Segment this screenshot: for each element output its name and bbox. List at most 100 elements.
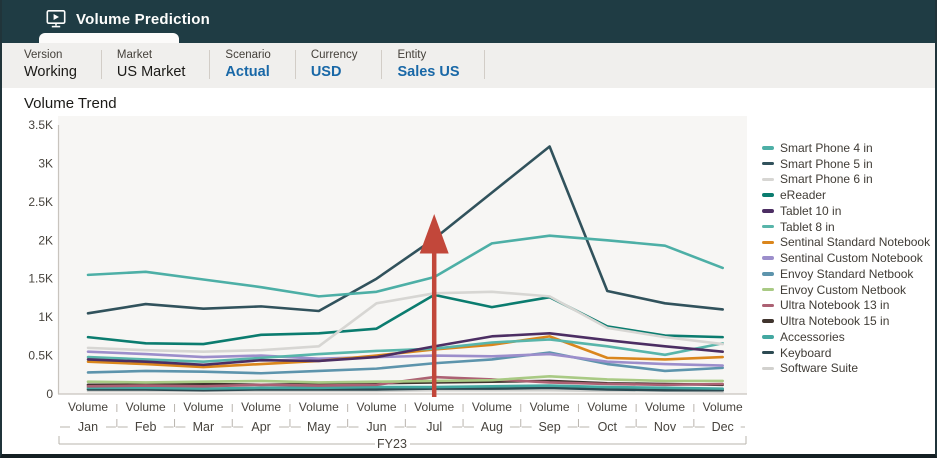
pov-value: Actual [225, 64, 270, 80]
legend-swatch-icon [762, 335, 774, 339]
chart-title: Volume Trend [24, 95, 117, 112]
legend-item[interactable]: Envoy Custom Netbook [762, 282, 930, 298]
legend-item[interactable]: Tablet 10 in [762, 203, 930, 219]
series-line-smart-phone-5-in [86, 145, 725, 315]
legend-item[interactable]: Smart Phone 6 in [762, 172, 930, 188]
pov-value: Sales US [397, 64, 460, 80]
legend-label: Sentinal Custom Notebook [780, 251, 923, 266]
x-axis-measure-label: Volume [68, 400, 108, 414]
pov-bar: Version Working Market US Market Scenari… [2, 43, 935, 88]
legend-label: Software Suite [780, 361, 859, 376]
legend-label: Ultra Notebook 13 in [780, 298, 890, 313]
legend-swatch-icon [762, 161, 774, 166]
series-line-smart-phone-4-in [86, 234, 725, 298]
x-axis-measure-label: Volume [126, 400, 166, 414]
legend-item[interactable]: Envoy Standard Netbook [762, 266, 930, 282]
legend-item[interactable]: Software Suite [762, 361, 930, 377]
pov-label: Currency [310, 49, 358, 61]
y-axis-label: 2K [38, 233, 53, 247]
series-line-envoy-standard-netbook [86, 351, 725, 375]
series-line-accessories [86, 384, 725, 390]
plot-area [58, 116, 747, 394]
legend-swatch-icon [762, 366, 774, 371]
series-line-sentinal-custom-notebook [86, 350, 725, 367]
pov-label: Market [116, 49, 153, 61]
x-axis-month-label: Jul [426, 420, 442, 434]
y-axis-label: 3K [38, 156, 53, 170]
x-axis-measure-label: Volume [587, 400, 627, 414]
pov-label: Entity [397, 49, 427, 61]
pov-item-entity[interactable]: Entity Sales US [382, 43, 485, 88]
legend-item[interactable]: Keyboard [762, 345, 930, 361]
x-axis-measure-label: Volume [241, 400, 281, 414]
y-axis-label: 3.5K [28, 118, 53, 132]
legend-label: Smart Phone 5 in [780, 156, 873, 171]
x-axis-measure-label: Volume [356, 400, 396, 414]
app-header: Volume Prediction [2, 0, 935, 43]
legend-item[interactable]: Ultra Notebook 15 in [762, 313, 930, 329]
page-title-tab[interactable]: Volume Prediction [76, 11, 210, 28]
pov-value: USD [310, 64, 342, 80]
x-axis-measure-label: Volume [530, 400, 570, 414]
series-line-tablet-10-in [86, 331, 725, 367]
legend-item[interactable]: Sentinal Standard Notebook [762, 235, 930, 251]
legend-swatch-icon [762, 209, 774, 213]
legend-item[interactable]: Tablet 8 in [762, 219, 930, 235]
pov-label: Version [24, 49, 63, 61]
legend-item[interactable]: Accessories [762, 329, 930, 345]
legend-swatch-icon [762, 177, 774, 182]
legend-swatch-icon [762, 319, 774, 323]
x-axis-measure-label: Volume [299, 400, 339, 414]
legend-label: Smart Phone 6 in [780, 172, 873, 187]
prediction-arrow-head [419, 214, 449, 254]
legend-label: Smart Phone 4 in [780, 140, 873, 155]
dashboard-monitor-icon [46, 9, 66, 28]
legend-label: Keyboard [780, 345, 832, 360]
x-axis-month-label: Dec [712, 420, 734, 434]
x-axis-month-label: Jan [78, 420, 98, 434]
y-axis-label: 0.5K [28, 349, 53, 363]
series-line-ereader [86, 293, 725, 346]
pov-item-scenario[interactable]: Scenario Actual [210, 43, 297, 88]
pov-label: Scenario [225, 49, 271, 61]
legend-item[interactable]: Smart Phone 4 in [762, 140, 930, 156]
series-line-smart-phone-6-in [86, 290, 725, 354]
x-axis-month-label: Feb [135, 420, 157, 434]
legend-swatch-icon [762, 350, 774, 355]
x-axis-month-label: Jun [366, 420, 386, 434]
series-line-envoy-custom-netbook [86, 375, 725, 384]
legend-swatch-icon [762, 287, 774, 292]
chart-legend: Smart Phone 4 in Smart Phone 5 in Smart Ph… [762, 140, 930, 376]
x-axis-month-label: Aug [481, 420, 503, 434]
legend-swatch-icon [762, 303, 774, 308]
legend-label: Envoy Standard Netbook [780, 266, 914, 281]
x-axis-month-label: Oct [598, 420, 618, 434]
x-axis-measure-label: Volume [703, 400, 743, 414]
legend-label: Tablet 10 in [780, 203, 842, 218]
pov-value: Working [24, 64, 77, 80]
legend-item[interactable]: Ultra Notebook 13 in [762, 298, 930, 314]
legend-swatch-icon [762, 240, 774, 245]
legend-swatch-icon [762, 256, 774, 260]
active-tab-indicator [39, 33, 179, 43]
x-axis-month-label: May [307, 420, 331, 434]
pov-item-market[interactable]: Market US Market [102, 43, 211, 88]
legend-item[interactable]: Smart Phone 5 in [762, 156, 930, 172]
legend-label: Envoy Custom Netbook [780, 282, 907, 297]
legend-swatch-icon [762, 146, 774, 150]
legend-label: Ultra Notebook 15 in [780, 314, 890, 329]
pov-item-version[interactable]: Version Working [2, 43, 102, 88]
series-line-keyboard [86, 386, 725, 392]
legend-label: eReader [780, 188, 827, 203]
y-axis-label: 0 [46, 387, 53, 401]
x-axis-month-label: Sep [538, 420, 560, 434]
y-axis-label: 1K [38, 310, 53, 324]
legend-item[interactable]: eReader [762, 187, 930, 203]
x-axis-measure-label: Volume [645, 400, 685, 414]
legend-item[interactable]: Sentinal Custom Notebook [762, 250, 930, 266]
legend-label: Tablet 8 in [780, 219, 835, 234]
legend-swatch-icon [762, 272, 774, 276]
pov-item-currency[interactable]: Currency USD [296, 43, 383, 88]
